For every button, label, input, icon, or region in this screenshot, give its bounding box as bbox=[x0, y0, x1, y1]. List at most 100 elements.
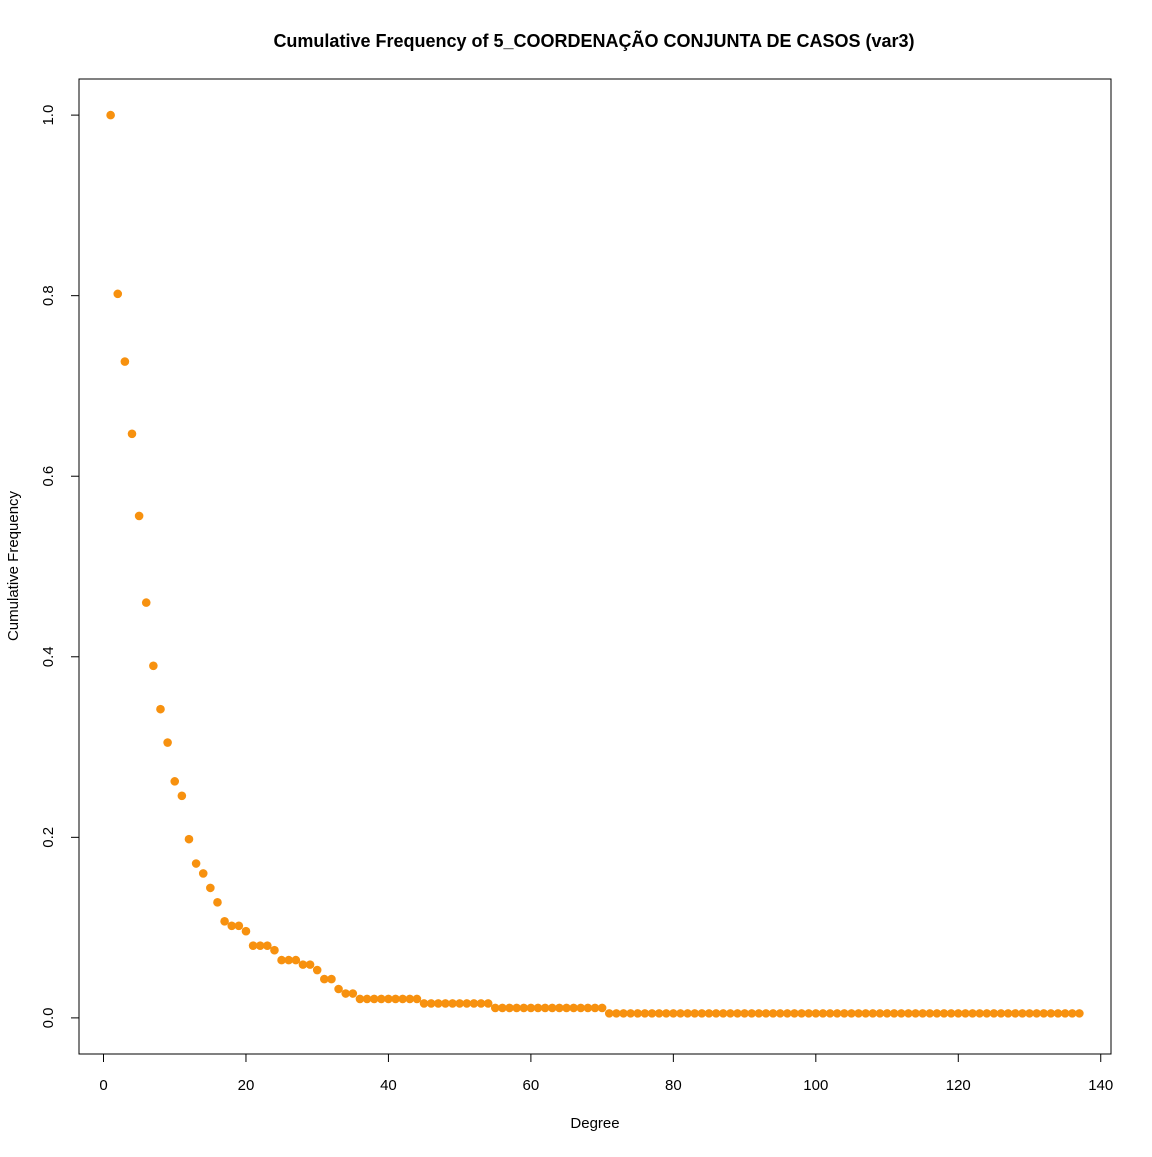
data-point bbox=[469, 999, 479, 1008]
data-point bbox=[369, 994, 379, 1004]
data-point bbox=[576, 1003, 586, 1013]
data-point bbox=[747, 1009, 757, 1018]
data-point bbox=[562, 1003, 571, 1013]
data-point bbox=[740, 1009, 749, 1018]
data-point bbox=[291, 955, 301, 965]
data-point bbox=[590, 1003, 600, 1013]
data-point bbox=[106, 110, 115, 120]
data-point bbox=[832, 1009, 842, 1018]
y-tick-label: 0.2 bbox=[40, 827, 57, 848]
data-point bbox=[875, 1009, 885, 1018]
data-point bbox=[433, 999, 443, 1008]
data-point bbox=[811, 1009, 821, 1018]
data-point bbox=[733, 1009, 742, 1018]
data-point bbox=[355, 994, 365, 1004]
data-point bbox=[547, 1003, 557, 1013]
data-point bbox=[669, 1009, 678, 1018]
data-point bbox=[163, 738, 172, 747]
data-point bbox=[1010, 1009, 1020, 1018]
data-point bbox=[234, 921, 244, 931]
y-tick-label: 0.6 bbox=[40, 466, 57, 487]
x-tick-label: 140 bbox=[1088, 1077, 1113, 1094]
data-point bbox=[975, 1009, 984, 1018]
data-point bbox=[512, 1003, 521, 1013]
data-point bbox=[213, 898, 222, 907]
data-point bbox=[120, 357, 130, 366]
data-point bbox=[647, 1009, 657, 1018]
data-point bbox=[911, 1009, 920, 1018]
data-point bbox=[113, 289, 123, 299]
data-point bbox=[284, 955, 294, 965]
data-point bbox=[718, 1009, 728, 1018]
data-point bbox=[412, 994, 422, 1004]
data-point bbox=[1003, 1009, 1013, 1018]
data-point bbox=[861, 1009, 870, 1018]
data-point bbox=[476, 999, 486, 1008]
data-point bbox=[889, 1009, 899, 1018]
data-point bbox=[825, 1009, 835, 1018]
data-point bbox=[918, 1009, 927, 1018]
data-point bbox=[626, 1009, 635, 1018]
data-point bbox=[754, 1009, 764, 1018]
data-point bbox=[840, 1009, 849, 1018]
data-point bbox=[982, 1009, 992, 1018]
x-axis-label: Degree bbox=[570, 1115, 619, 1132]
data-point bbox=[483, 999, 493, 1008]
data-point bbox=[790, 1009, 799, 1018]
data-point bbox=[441, 999, 450, 1008]
y-tick-label: 0.0 bbox=[40, 1007, 57, 1028]
data-point bbox=[533, 1003, 543, 1013]
data-point bbox=[334, 984, 343, 994]
data-point bbox=[327, 974, 336, 984]
data-point bbox=[455, 999, 464, 1008]
data-point bbox=[555, 1003, 564, 1013]
x-tick-label: 60 bbox=[523, 1077, 540, 1094]
data-point bbox=[134, 511, 144, 521]
x-tick-label: 80 bbox=[665, 1077, 682, 1094]
data-point bbox=[661, 1009, 671, 1018]
data-point bbox=[170, 777, 180, 786]
data-point bbox=[882, 1009, 892, 1018]
data-point bbox=[384, 994, 393, 1004]
data-points bbox=[106, 110, 1084, 1018]
data-point bbox=[248, 941, 258, 950]
data-point bbox=[612, 1009, 621, 1018]
data-point bbox=[519, 1003, 529, 1013]
data-point bbox=[448, 999, 457, 1008]
data-point bbox=[227, 921, 237, 931]
data-point bbox=[704, 1009, 714, 1018]
data-point bbox=[1018, 1009, 1027, 1018]
chart-title: Cumulative Frequency of 5_COORDENAÇÃO CO… bbox=[273, 30, 914, 51]
data-point bbox=[768, 1009, 778, 1018]
data-point bbox=[184, 834, 194, 844]
data-point bbox=[868, 1009, 878, 1018]
data-point bbox=[847, 1009, 856, 1018]
y-tick-label: 0.8 bbox=[40, 285, 57, 306]
x-tick-label: 20 bbox=[238, 1077, 255, 1094]
data-point bbox=[277, 955, 286, 965]
data-point bbox=[270, 945, 279, 955]
data-point bbox=[996, 1009, 1006, 1018]
data-point bbox=[341, 989, 350, 998]
data-point bbox=[925, 1009, 935, 1018]
data-point bbox=[676, 1009, 685, 1018]
data-point bbox=[989, 1009, 999, 1018]
data-point bbox=[904, 1009, 913, 1018]
data-point bbox=[654, 1009, 664, 1018]
data-point bbox=[939, 1009, 949, 1018]
data-point bbox=[932, 1009, 942, 1018]
data-point bbox=[156, 704, 165, 714]
data-point bbox=[177, 791, 187, 801]
data-point bbox=[968, 1009, 977, 1018]
data-point bbox=[1053, 1009, 1063, 1018]
data-point bbox=[426, 999, 436, 1008]
data-point bbox=[604, 1009, 614, 1018]
data-point bbox=[640, 1009, 650, 1018]
y-axis-label: Cumulative Frequency bbox=[5, 490, 22, 641]
data-point bbox=[761, 1009, 771, 1018]
data-point bbox=[141, 598, 151, 607]
data-point bbox=[490, 1003, 500, 1013]
data-point bbox=[804, 1009, 813, 1018]
data-point bbox=[127, 429, 137, 439]
